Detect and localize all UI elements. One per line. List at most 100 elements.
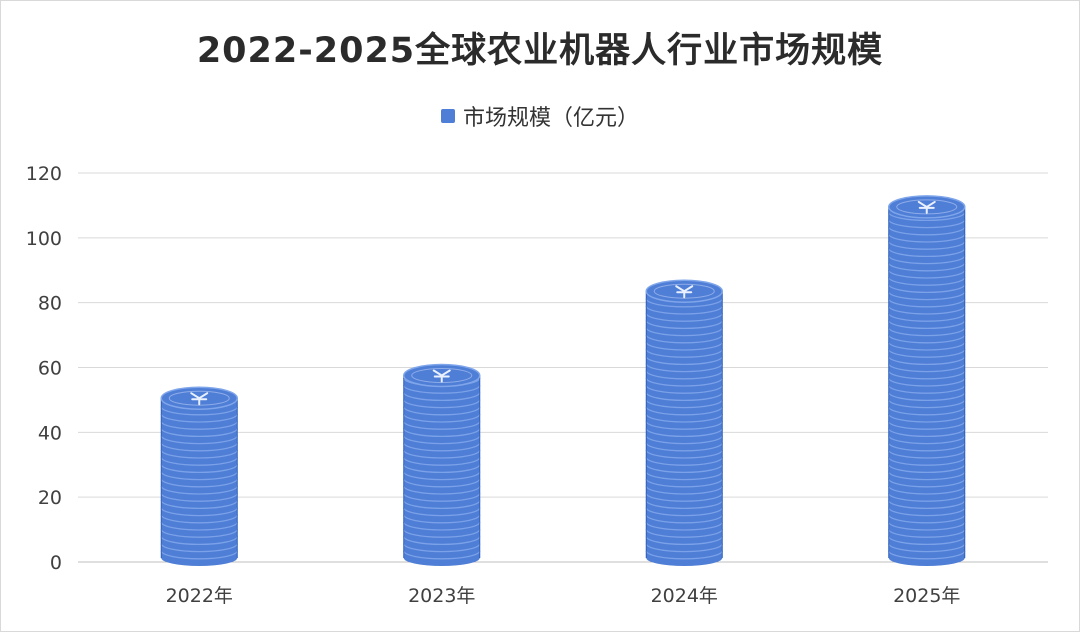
coin-ridge (888, 435, 966, 445)
yen-icon (917, 200, 936, 214)
coin-ridge (888, 413, 966, 423)
coin-ridge (160, 500, 238, 510)
y-tick-label: 0 (50, 552, 62, 574)
coin-ridge (888, 284, 966, 294)
coin-ridge (160, 464, 238, 474)
bar (160, 386, 238, 566)
coin-ridge (888, 500, 966, 510)
coin-ridge (403, 478, 481, 488)
coin-ridge (403, 485, 481, 495)
coin-ridge (403, 435, 481, 445)
coin-ridge (888, 442, 966, 452)
legend-swatch (440, 109, 455, 123)
bar (403, 363, 481, 566)
yen-icon (190, 392, 209, 406)
bar (888, 195, 966, 566)
coin-ridge (403, 464, 481, 474)
coin-ridge (888, 313, 966, 322)
coin-ridge (403, 449, 481, 459)
coin-ridge (403, 493, 481, 502)
coin-ridge (645, 464, 723, 474)
coin-ridge (645, 514, 723, 524)
coin-ridge (888, 457, 966, 466)
coin-ridge (160, 550, 238, 560)
coin-ridge (645, 370, 723, 380)
coin-ridge (888, 478, 966, 488)
x-tick-label: 2023年 (408, 585, 475, 607)
coin-ridge (888, 255, 966, 265)
coin-ridge (645, 529, 723, 538)
coin-ridge (888, 363, 966, 373)
coin-ridge (160, 543, 238, 553)
coin-ridge (645, 457, 723, 466)
coin-ridge (888, 385, 966, 394)
coin-ridge (645, 305, 723, 315)
coin-ridge (888, 241, 966, 250)
coin-ridge (160, 457, 238, 466)
coin-ridge (403, 521, 481, 531)
x-tick-label: 2024年 (651, 585, 718, 607)
coin-ridge (888, 471, 966, 481)
yen-icon (432, 369, 451, 383)
coin-ridge (645, 385, 723, 394)
coin-ridge (888, 291, 966, 301)
coin-ridge (888, 377, 966, 387)
coin-ridge (160, 435, 238, 445)
coin-ridge (160, 406, 238, 416)
chart-title: 2022-2025全球农业机器人行业市场规模 (196, 31, 884, 71)
coin-ridge (403, 428, 481, 438)
coin-ridge (160, 507, 238, 517)
coin-ridge (645, 413, 723, 423)
coin-ridge (645, 341, 723, 351)
x-tick-label: 2022年 (166, 585, 233, 607)
coin-ridge (645, 521, 723, 531)
coin-ridge (160, 521, 238, 531)
coin-ridge (645, 485, 723, 495)
coin-ridge (403, 406, 481, 416)
bar-body (161, 398, 238, 566)
coin-ridge (645, 320, 723, 330)
coin-ridge (888, 421, 966, 430)
coin-ridge (888, 305, 966, 315)
x-tick-label: 2025年 (893, 585, 960, 607)
y-tick-label: 80 (38, 293, 62, 315)
coin-ridge (888, 341, 966, 351)
coin-ridge (160, 428, 238, 438)
coin-ridge (645, 421, 723, 430)
coin-ridge (888, 493, 966, 502)
coin-ridge (403, 442, 481, 452)
coin-ridge (888, 219, 966, 229)
coin-ridge (888, 449, 966, 459)
coin-ridge (888, 507, 966, 517)
coin-ridge (888, 406, 966, 416)
legend-label: 市场规模（亿元） (462, 106, 639, 131)
coin-ridge (645, 471, 723, 481)
coin-ridge (645, 478, 723, 488)
coin-ridge (403, 500, 481, 510)
coin-ridge (888, 320, 966, 330)
coin-ridge (160, 514, 238, 524)
coin-ridge (645, 334, 723, 344)
coin-ridge (160, 449, 238, 459)
legend: 市场规模（亿元） (0, 100, 1080, 132)
coin-ridge (645, 543, 723, 553)
coin-ridge (888, 327, 966, 337)
coin-ridge (403, 457, 481, 466)
coin-ridge (888, 529, 966, 538)
coin-ridge (888, 543, 966, 553)
coin-ridge (645, 356, 723, 366)
coin-ridge (645, 493, 723, 502)
coin-ridge (888, 464, 966, 474)
coin-ridge (403, 413, 481, 423)
coin-ridge (403, 529, 481, 538)
coin-ridge (645, 392, 723, 402)
coin-ridge (160, 413, 238, 423)
coin-ridge (888, 514, 966, 524)
y-tick-label: 20 (38, 487, 62, 509)
coin-ridge (403, 471, 481, 481)
coin-ridge (403, 536, 481, 546)
y-tick-label: 40 (38, 422, 62, 444)
coin-ridge (160, 442, 238, 452)
coin-ridge (645, 442, 723, 452)
